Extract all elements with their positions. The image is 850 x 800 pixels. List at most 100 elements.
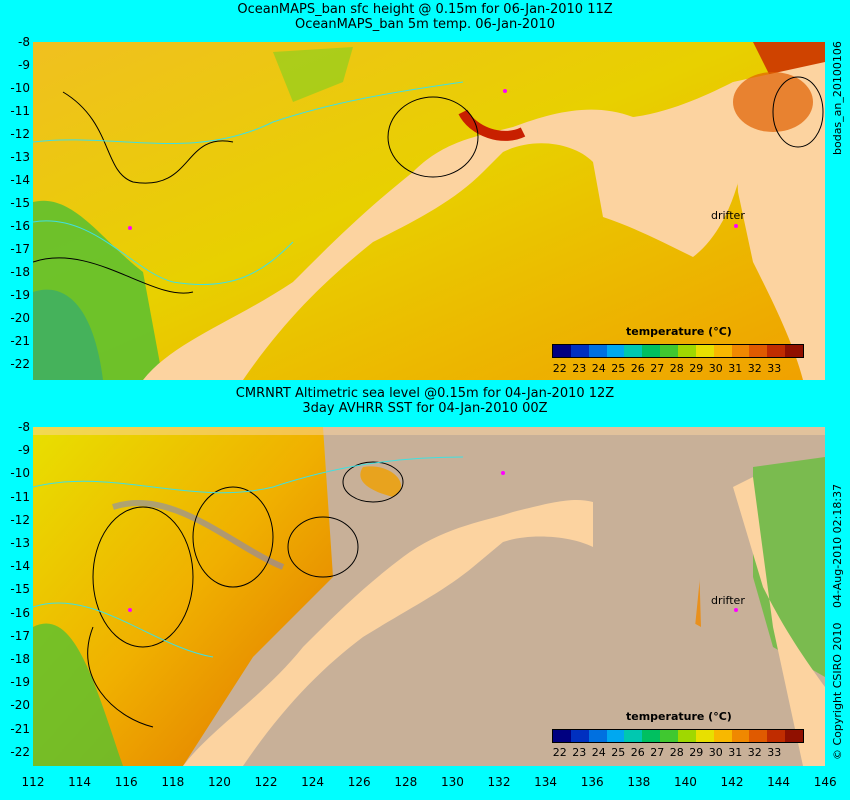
top-colorbar-ticks: 22 23 24 25 26 27 28 29 30 31 32 33: [550, 362, 784, 375]
top-map-panel: [33, 42, 825, 380]
colorbar-tick: 22: [552, 362, 567, 375]
bottom-side-label: 04-Aug-2010 02:18:37: [831, 483, 844, 608]
bottom-y-tick: -16: [10, 605, 30, 620]
x-tick: 142: [720, 775, 744, 789]
top-y-tick: -20: [10, 311, 30, 325]
colorbar-swatch: [553, 730, 571, 742]
bottom-y-tick: -18: [10, 652, 30, 666]
top-title-line1: OceanMAPS_ban sfc height @ 0.15m for 06-…: [237, 2, 613, 17]
bottom-drifter-marker-3: [734, 608, 738, 612]
bottom-drifter-label: drifter: [711, 594, 745, 607]
top-y-tick: -10: [10, 81, 30, 95]
colorbar-tick: 23: [572, 746, 587, 759]
colorbar-swatch: [713, 345, 732, 357]
copyright-label: © Copyright CSIRO 2010: [831, 622, 844, 760]
bottom-y-tick: -12: [10, 512, 30, 527]
colorbar-swatch: [660, 730, 679, 742]
top-y-tick: -18: [10, 265, 30, 279]
x-tick: 136: [580, 775, 604, 789]
bottom-y-tick: -8: [18, 420, 30, 434]
bottom-y-tick: -14: [10, 559, 30, 574]
top-drifter-marker-1: [503, 89, 507, 93]
colorbar-swatch: [588, 345, 607, 357]
colorbar-tick: 26: [630, 362, 645, 375]
colorbar-swatch: [588, 730, 607, 742]
bottom-legend-title: temperature (°C): [626, 710, 732, 723]
colorbar-tick: 25: [611, 746, 626, 759]
top-y-tick: -14: [10, 173, 30, 187]
x-tick: 126: [347, 775, 371, 789]
top-side-label: bodas_an_20100106: [831, 41, 844, 155]
colorbar-swatch: [606, 730, 625, 742]
colorbar-swatch: [731, 730, 750, 742]
top-y-tick: -15: [10, 196, 30, 210]
bottom-map-svg: [33, 427, 825, 766]
bottom-y-tick: -11: [10, 489, 30, 504]
bottom-colorbar-ticks: 22 23 24 25 26 27 28 29 30 31 32 33: [550, 746, 784, 759]
colorbar-swatch: [642, 730, 661, 742]
colorbar-tick: 33: [767, 362, 782, 375]
x-tick: 118: [161, 775, 185, 789]
x-tick: 132: [487, 775, 511, 789]
colorbar-swatch: [678, 730, 696, 742]
colorbar-swatch: [570, 345, 589, 357]
x-tick: 120: [207, 775, 231, 789]
x-tick: 124: [301, 775, 325, 789]
top-legend-title: temperature (°C): [626, 325, 732, 338]
top-y-tick: -22: [10, 357, 30, 371]
top-y-tick: -12: [10, 127, 30, 141]
colorbar-swatch: [606, 345, 625, 357]
bottom-y-tick: -22: [10, 744, 30, 759]
colorbar-tick: 29: [689, 746, 704, 759]
colorbar-swatch: [713, 730, 732, 742]
top-y-tick: -19: [10, 288, 30, 302]
colorbar-swatch: [731, 345, 750, 357]
top-drifter-label: drifter: [711, 209, 745, 222]
top-y-tick: -9: [18, 58, 30, 72]
colorbar-tick: 30: [708, 746, 723, 759]
bottom-title-line1: CMRNRT Altimetric sea level @0.15m for 0…: [235, 386, 615, 401]
bottom-colorbar: [552, 729, 804, 743]
bottom-y-tick: -21: [10, 721, 30, 736]
colorbar-swatch: [570, 730, 589, 742]
colorbar-tick: 29: [689, 362, 704, 375]
colorbar-swatch: [624, 730, 643, 742]
top-y-tick: -11: [10, 104, 30, 118]
colorbar-tick: 27: [650, 746, 665, 759]
colorbar-tick: 24: [591, 746, 606, 759]
colorbar-swatch: [785, 345, 804, 357]
colorbar-tick: 33: [767, 746, 782, 759]
colorbar-swatch: [695, 730, 714, 742]
bottom-y-tick: -17: [10, 628, 30, 643]
x-tick: 130: [440, 775, 464, 789]
colorbar-swatch: [749, 730, 768, 742]
bottom-drifter-marker-1: [501, 471, 505, 475]
colorbar-tick: 31: [728, 746, 743, 759]
colorbar-swatch: [624, 345, 643, 357]
top-drifter-marker-2: [128, 226, 132, 230]
bottom-y-tick: -19: [10, 675, 30, 690]
colorbar-tick: 32: [747, 362, 762, 375]
colorbar-swatch: [642, 345, 661, 357]
colorbar-tick: 26: [630, 746, 645, 759]
top-title-line2: OceanMAPS_ban 5m temp. 06-Jan-2010: [295, 17, 555, 32]
bottom-title-line2: 3day AVHRR SST for 04-Jan-2010 00Z: [302, 401, 548, 416]
x-tick: 134: [534, 775, 558, 789]
bottom-drifter-marker-2: [128, 608, 132, 612]
colorbar-tick: 25: [611, 362, 626, 375]
x-tick: 144: [767, 775, 791, 789]
top-y-tick: -17: [10, 242, 30, 256]
x-tick: 116: [114, 775, 138, 789]
x-tick: 140: [673, 775, 697, 789]
colorbar-tick: 22: [552, 746, 567, 759]
x-tick: 138: [627, 775, 651, 789]
colorbar-tick: 32: [747, 746, 762, 759]
bottom-y-tick: -13: [10, 536, 30, 550]
colorbar-tick: 23: [572, 362, 587, 375]
bottom-y-tick: -15: [10, 582, 30, 597]
colorbar-swatch: [660, 345, 679, 357]
x-tick: 146: [813, 775, 837, 789]
top-y-tick: -21: [10, 334, 30, 348]
top-y-tick: -16: [10, 219, 30, 233]
colorbar-swatch: [767, 345, 786, 357]
